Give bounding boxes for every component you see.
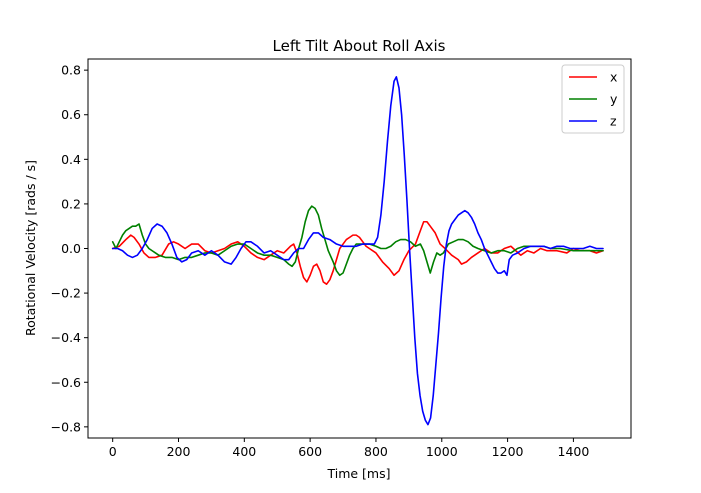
y-tick-label: 0.6 bbox=[61, 107, 81, 122]
y-tick-label: 0.2 bbox=[61, 196, 81, 211]
series-line-x bbox=[111, 220, 604, 285]
y-tick-label: −0.2 bbox=[51, 286, 81, 301]
y-tick-label: −0.8 bbox=[51, 419, 81, 434]
x-tick-label: 600 bbox=[298, 444, 322, 459]
x-tick-label: 1000 bbox=[426, 444, 458, 459]
y-tick-label: 0.0 bbox=[61, 241, 81, 256]
x-axis-label: Time [ms] bbox=[326, 466, 390, 481]
y-axis: −0.8 −0.6 −0.4 −0.2 0.0 0.2 0.4 0.6 0.8 bbox=[51, 63, 88, 434]
series-layer bbox=[111, 76, 604, 426]
y-tick-label: 0.8 bbox=[61, 63, 81, 78]
y-axis-label: Rotational Velocity [rads / s] bbox=[23, 160, 38, 336]
x-tick-label: 0 bbox=[109, 444, 117, 459]
y-tick-label: −0.4 bbox=[51, 330, 81, 345]
x-tick-label: 400 bbox=[232, 444, 256, 459]
x-tick-label: 800 bbox=[364, 444, 388, 459]
legend-label-z: z bbox=[610, 114, 617, 129]
x-tick-label: 200 bbox=[167, 444, 191, 459]
series-line-y bbox=[111, 205, 604, 277]
x-tick-label: 1200 bbox=[492, 444, 524, 459]
x-axis: 0 200 400 600 800 1000 1200 1400 bbox=[109, 438, 590, 459]
chart-title: Left Tilt About Roll Axis bbox=[273, 37, 446, 55]
legend: xyz bbox=[561, 64, 625, 134]
legend-label-y: y bbox=[610, 92, 618, 107]
legend-label-x: x bbox=[610, 70, 617, 85]
x-tick-label: 1400 bbox=[558, 444, 590, 459]
series-line-z bbox=[111, 76, 604, 426]
y-tick-label: 0.4 bbox=[61, 152, 81, 167]
y-tick-label: −0.6 bbox=[51, 375, 81, 390]
